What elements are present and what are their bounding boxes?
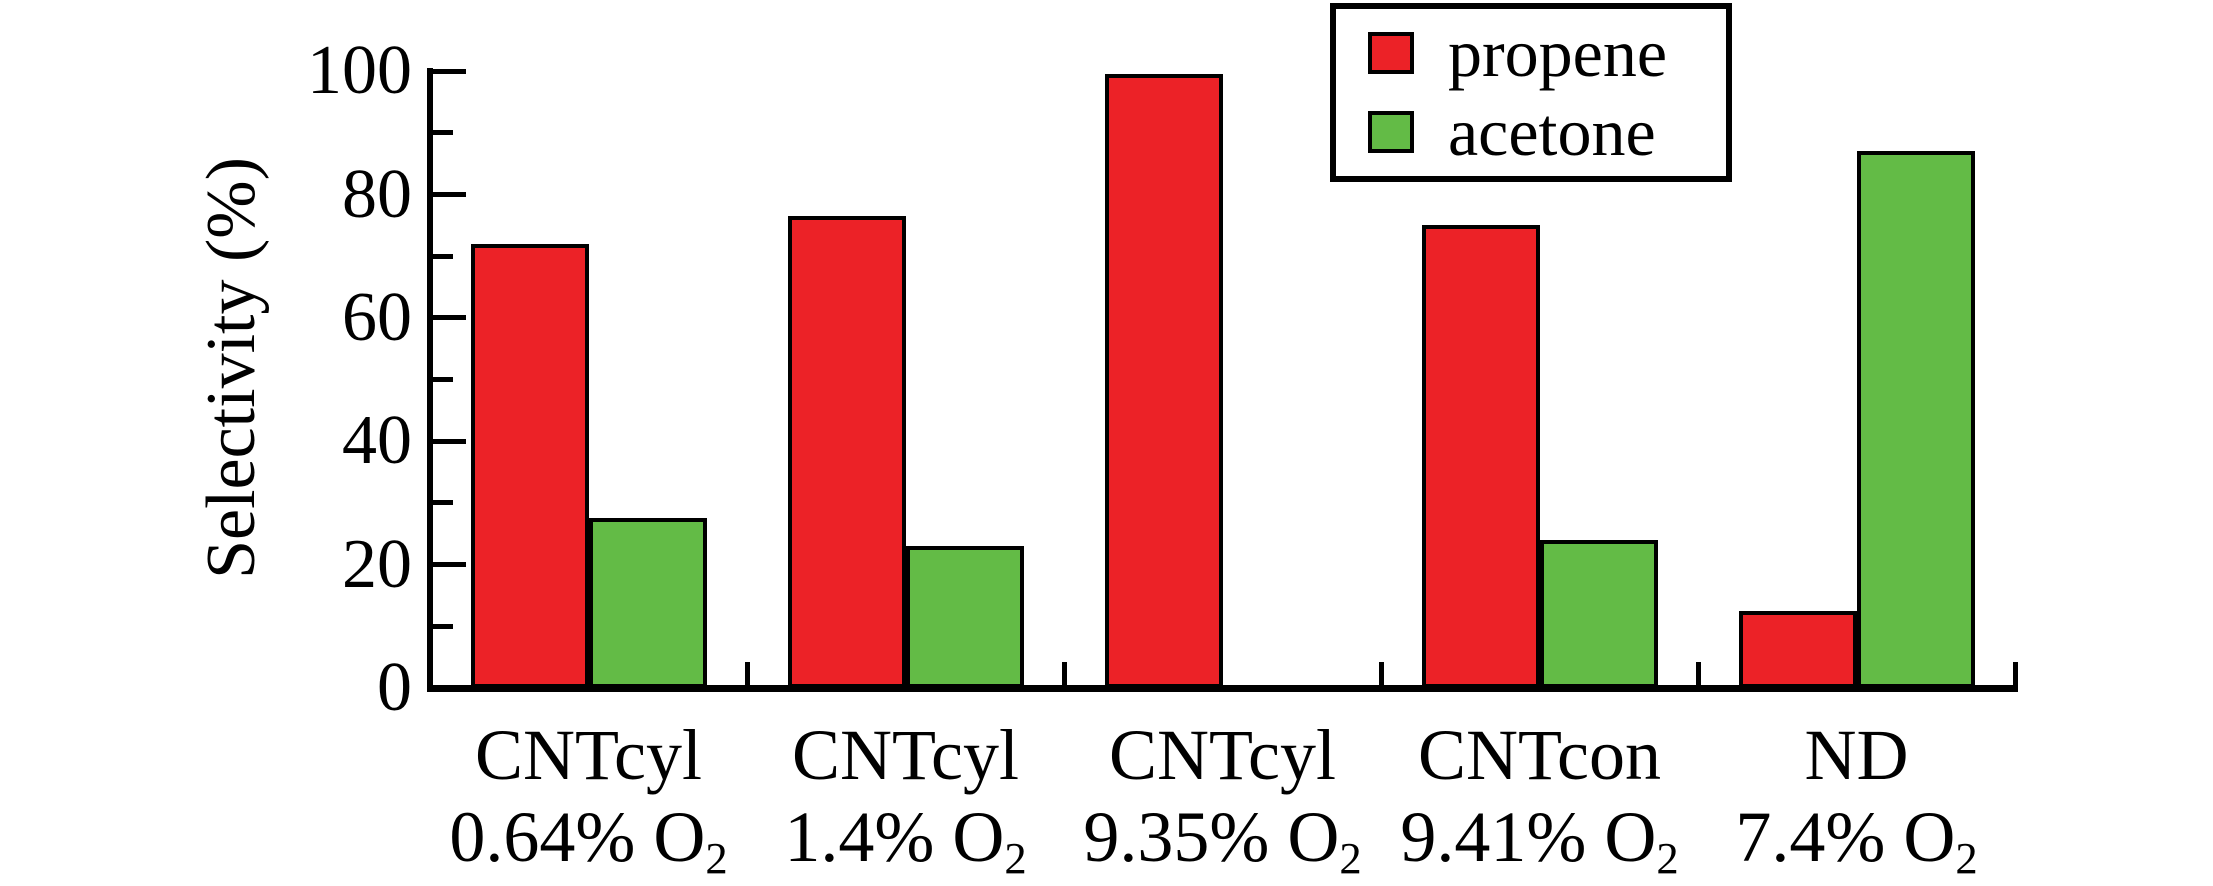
bar-acetone-4 [1856,151,1975,688]
x-axis-line [427,685,2018,692]
y-minor-tick [430,500,453,506]
x-label-line1: CNTcon [1418,715,1661,795]
bar-propene-3 [1421,225,1540,688]
x-label-line2: 9.35% O2 [1083,798,1361,885]
propene-swatch-icon [1368,32,1414,75]
x-boundary-tick [2012,662,2018,688]
o2-percentage-text: 7.4% O [1735,797,1956,877]
x-label-line1: ND [1804,715,1909,795]
bar-acetone-0 [588,518,707,688]
o2-percentage-text: 0.64% O [449,797,706,877]
y-major-tick [430,438,466,444]
x-boundary-tick [744,662,750,688]
legend-label-acetone: acetone [1448,93,1656,170]
x-label-line2: 9.41% O2 [1400,798,1678,885]
bar-propene-4 [1738,610,1857,688]
bar-acetone-3 [1539,539,1658,688]
y-minor-tick [430,623,453,629]
x-boundary-tick [1378,662,1384,688]
y-tick-label: 20 [342,525,412,603]
o2-subscript: 2 [705,833,728,884]
legend-label-propene: propene [1448,15,1668,92]
y-major-tick [430,562,466,568]
legend-item-propene: propene [1336,19,1726,87]
y-tick-label: 100 [307,32,412,110]
o2-subscript: 2 [1656,833,1679,884]
o2-percentage-text: 1.4% O [784,797,1005,877]
y-minor-tick [430,377,453,383]
y-minor-tick [430,130,453,136]
legend: propene acetone [1330,3,1732,182]
x-label-line1: CNTcyl [792,715,1019,795]
o2-percentage-text: 9.35% O [1083,797,1340,877]
y-major-tick [430,685,466,691]
o2-subscript: 2 [1339,833,1362,884]
acetone-swatch-icon [1368,110,1414,153]
y-tick-label: 80 [342,155,412,233]
x-label-line1: CNTcyl [1109,715,1336,795]
y-minor-tick [430,253,453,259]
bar-propene-2 [1104,74,1223,688]
x-label-line1: CNTcyl [475,715,702,795]
x-boundary-tick [1061,662,1067,688]
y-major-tick [430,315,466,321]
bar-acetone-1 [905,546,1024,688]
y-major-tick [430,192,466,198]
o2-subscript: 2 [1955,833,1978,884]
x-label-line2: 0.64% O2 [449,798,727,885]
x-label-line2: 1.4% O2 [784,798,1026,885]
o2-percentage-text: 9.41% O [1400,797,1657,877]
bar-propene-1 [787,216,906,688]
x-label-line2: 7.4% O2 [1735,798,1977,885]
o2-subscript: 2 [1004,833,1027,884]
y-major-tick [430,68,466,74]
y-tick-label: 0 [377,649,412,726]
y-tick-label: 60 [342,278,412,356]
x-boundary-tick [1695,662,1701,688]
y-tick-label: 40 [342,402,412,480]
legend-item-acetone: acetone [1336,98,1726,166]
bar-propene-0 [470,243,589,688]
